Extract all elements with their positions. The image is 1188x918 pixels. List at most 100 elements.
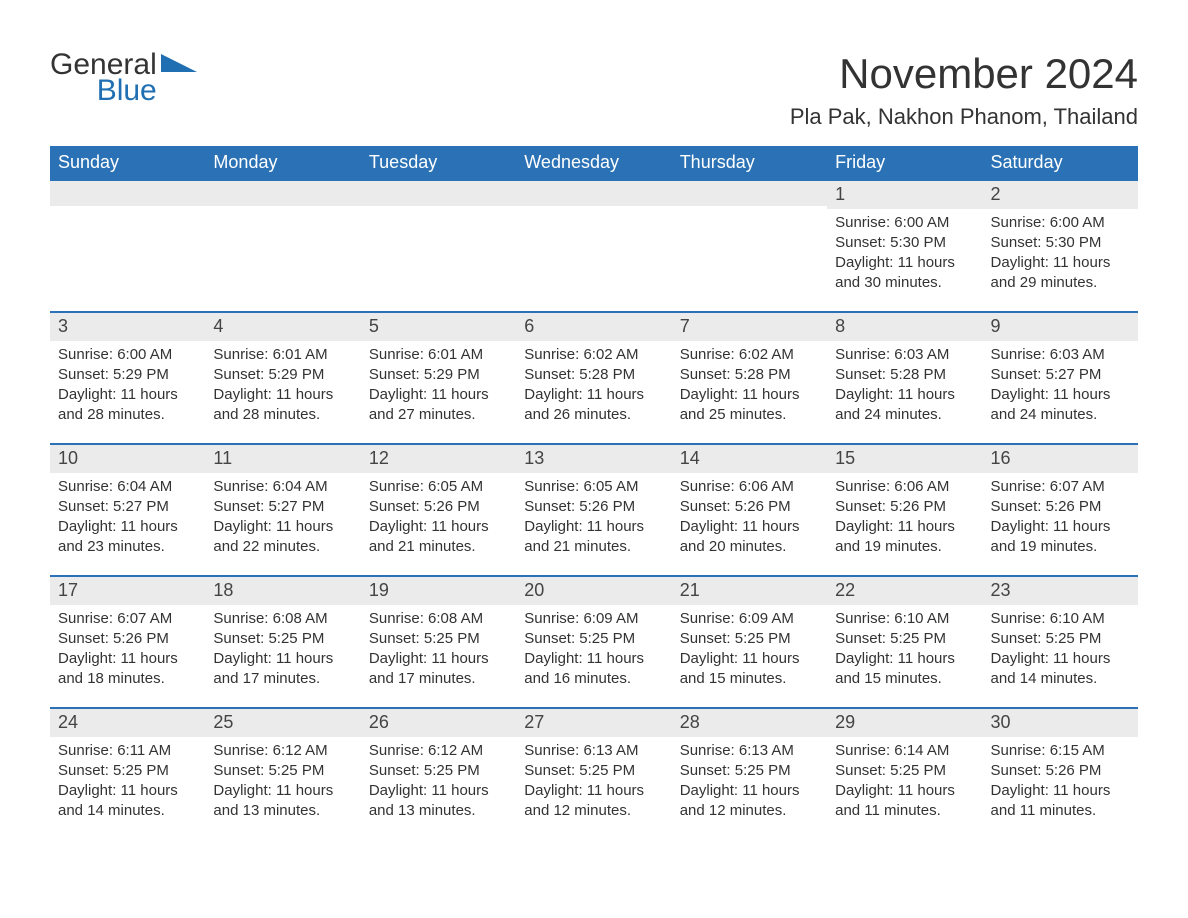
daylight-line: Daylight: 11 hours and 11 minutes.: [835, 781, 974, 822]
day-number: 8: [827, 313, 982, 341]
day-details: Sunrise: 6:01 AMSunset: 5:29 PMDaylight:…: [205, 341, 360, 434]
day-number: 2: [983, 181, 1138, 209]
calendar-day-cell: 20Sunrise: 6:09 AMSunset: 5:25 PMDayligh…: [516, 576, 671, 708]
brand-logo: General Blue: [50, 50, 197, 106]
daylight-line: Daylight: 11 hours and 27 minutes.: [369, 385, 508, 426]
calendar-day-cell: 9Sunrise: 6:03 AMSunset: 5:27 PMDaylight…: [983, 312, 1138, 444]
sunset-line: Sunset: 5:25 PM: [680, 761, 819, 781]
daylight-line: Daylight: 11 hours and 22 minutes.: [213, 517, 352, 558]
daylight-line: Daylight: 11 hours and 26 minutes.: [524, 385, 663, 426]
daylight-line: Daylight: 11 hours and 17 minutes.: [369, 649, 508, 690]
calendar-day-cell: 25Sunrise: 6:12 AMSunset: 5:25 PMDayligh…: [205, 708, 360, 840]
day-details: Sunrise: 6:07 AMSunset: 5:26 PMDaylight:…: [50, 605, 205, 698]
sunrise-line: Sunrise: 6:00 AM: [835, 213, 974, 233]
sunrise-line: Sunrise: 6:03 AM: [991, 345, 1130, 365]
sunrise-line: Sunrise: 6:13 AM: [680, 741, 819, 761]
sunset-line: Sunset: 5:26 PM: [991, 761, 1130, 781]
day-number: 17: [50, 577, 205, 605]
daylight-line: Daylight: 11 hours and 23 minutes.: [58, 517, 197, 558]
day-details: Sunrise: 6:03 AMSunset: 5:27 PMDaylight:…: [983, 341, 1138, 434]
calendar-empty-cell: [672, 180, 827, 312]
calendar-day-cell: 23Sunrise: 6:10 AMSunset: 5:25 PMDayligh…: [983, 576, 1138, 708]
sunset-line: Sunset: 5:28 PM: [524, 365, 663, 385]
sunset-line: Sunset: 5:25 PM: [835, 629, 974, 649]
sunset-line: Sunset: 5:26 PM: [835, 497, 974, 517]
sunset-line: Sunset: 5:26 PM: [991, 497, 1130, 517]
day-number: 14: [672, 445, 827, 473]
calendar-day-cell: 1Sunrise: 6:00 AMSunset: 5:30 PMDaylight…: [827, 180, 982, 312]
daylight-line: Daylight: 11 hours and 25 minutes.: [680, 385, 819, 426]
sunrise-line: Sunrise: 6:07 AM: [991, 477, 1130, 497]
sunrise-line: Sunrise: 6:14 AM: [835, 741, 974, 761]
calendar-day-cell: 24Sunrise: 6:11 AMSunset: 5:25 PMDayligh…: [50, 708, 205, 840]
day-details: Sunrise: 6:13 AMSunset: 5:25 PMDaylight:…: [516, 737, 671, 830]
sunrise-line: Sunrise: 6:11 AM: [58, 741, 197, 761]
daylight-line: Daylight: 11 hours and 28 minutes.: [213, 385, 352, 426]
daylight-line: Daylight: 11 hours and 11 minutes.: [991, 781, 1130, 822]
daylight-line: Daylight: 11 hours and 17 minutes.: [213, 649, 352, 690]
sunrise-line: Sunrise: 6:00 AM: [991, 213, 1130, 233]
daylight-line: Daylight: 11 hours and 21 minutes.: [524, 517, 663, 558]
sunset-line: Sunset: 5:27 PM: [213, 497, 352, 517]
sunrise-line: Sunrise: 6:10 AM: [835, 609, 974, 629]
sunrise-line: Sunrise: 6:10 AM: [991, 609, 1130, 629]
day-number: 21: [672, 577, 827, 605]
sunset-line: Sunset: 5:25 PM: [524, 761, 663, 781]
day-number: [672, 181, 827, 206]
calendar-empty-cell: [205, 180, 360, 312]
sunrise-line: Sunrise: 6:12 AM: [369, 741, 508, 761]
calendar-week-row: 10Sunrise: 6:04 AMSunset: 5:27 PMDayligh…: [50, 444, 1138, 576]
calendar-day-cell: 15Sunrise: 6:06 AMSunset: 5:26 PMDayligh…: [827, 444, 982, 576]
weekday-header: Sunday: [50, 146, 205, 180]
sunrise-line: Sunrise: 6:06 AM: [680, 477, 819, 497]
day-details: Sunrise: 6:05 AMSunset: 5:26 PMDaylight:…: [361, 473, 516, 566]
calendar-page: General Blue November 2024 Pla Pak, Nakh…: [0, 0, 1188, 880]
weekday-header: Thursday: [672, 146, 827, 180]
header: General Blue November 2024 Pla Pak, Nakh…: [50, 50, 1138, 142]
calendar-empty-cell: [361, 180, 516, 312]
calendar-day-cell: 12Sunrise: 6:05 AMSunset: 5:26 PMDayligh…: [361, 444, 516, 576]
day-details: Sunrise: 6:12 AMSunset: 5:25 PMDaylight:…: [205, 737, 360, 830]
sunset-line: Sunset: 5:25 PM: [680, 629, 819, 649]
sunset-line: Sunset: 5:29 PM: [213, 365, 352, 385]
sunrise-line: Sunrise: 6:02 AM: [524, 345, 663, 365]
day-details: Sunrise: 6:15 AMSunset: 5:26 PMDaylight:…: [983, 737, 1138, 830]
sunset-line: Sunset: 5:25 PM: [524, 629, 663, 649]
calendar-table: SundayMondayTuesdayWednesdayThursdayFrid…: [50, 146, 1138, 840]
day-details: Sunrise: 6:05 AMSunset: 5:26 PMDaylight:…: [516, 473, 671, 566]
title-block: November 2024 Pla Pak, Nakhon Phanom, Th…: [790, 50, 1138, 142]
day-details: Sunrise: 6:06 AMSunset: 5:26 PMDaylight:…: [672, 473, 827, 566]
day-number: 19: [361, 577, 516, 605]
sunrise-line: Sunrise: 6:00 AM: [58, 345, 197, 365]
sunset-line: Sunset: 5:26 PM: [680, 497, 819, 517]
sunset-line: Sunset: 5:27 PM: [991, 365, 1130, 385]
sunrise-line: Sunrise: 6:09 AM: [680, 609, 819, 629]
day-details: Sunrise: 6:04 AMSunset: 5:27 PMDaylight:…: [205, 473, 360, 566]
calendar-header-row: SundayMondayTuesdayWednesdayThursdayFrid…: [50, 146, 1138, 180]
daylight-line: Daylight: 11 hours and 21 minutes.: [369, 517, 508, 558]
day-details: Sunrise: 6:09 AMSunset: 5:25 PMDaylight:…: [672, 605, 827, 698]
day-number: 30: [983, 709, 1138, 737]
daylight-line: Daylight: 11 hours and 12 minutes.: [524, 781, 663, 822]
day-number: 4: [205, 313, 360, 341]
sunset-line: Sunset: 5:25 PM: [835, 761, 974, 781]
sunrise-line: Sunrise: 6:05 AM: [369, 477, 508, 497]
daylight-line: Daylight: 11 hours and 14 minutes.: [991, 649, 1130, 690]
sunrise-line: Sunrise: 6:04 AM: [58, 477, 197, 497]
calendar-day-cell: 3Sunrise: 6:00 AMSunset: 5:29 PMDaylight…: [50, 312, 205, 444]
sunrise-line: Sunrise: 6:05 AM: [524, 477, 663, 497]
sunset-line: Sunset: 5:25 PM: [369, 761, 508, 781]
day-details: Sunrise: 6:01 AMSunset: 5:29 PMDaylight:…: [361, 341, 516, 434]
calendar-day-cell: 30Sunrise: 6:15 AMSunset: 5:26 PMDayligh…: [983, 708, 1138, 840]
day-details: Sunrise: 6:12 AMSunset: 5:25 PMDaylight:…: [361, 737, 516, 830]
sunrise-line: Sunrise: 6:09 AM: [524, 609, 663, 629]
calendar-day-cell: 2Sunrise: 6:00 AMSunset: 5:30 PMDaylight…: [983, 180, 1138, 312]
weekday-header: Tuesday: [361, 146, 516, 180]
daylight-line: Daylight: 11 hours and 19 minutes.: [991, 517, 1130, 558]
calendar-day-cell: 22Sunrise: 6:10 AMSunset: 5:25 PMDayligh…: [827, 576, 982, 708]
calendar-day-cell: 10Sunrise: 6:04 AMSunset: 5:27 PMDayligh…: [50, 444, 205, 576]
daylight-line: Daylight: 11 hours and 13 minutes.: [369, 781, 508, 822]
day-number: [205, 181, 360, 206]
day-number: 10: [50, 445, 205, 473]
day-number: 27: [516, 709, 671, 737]
